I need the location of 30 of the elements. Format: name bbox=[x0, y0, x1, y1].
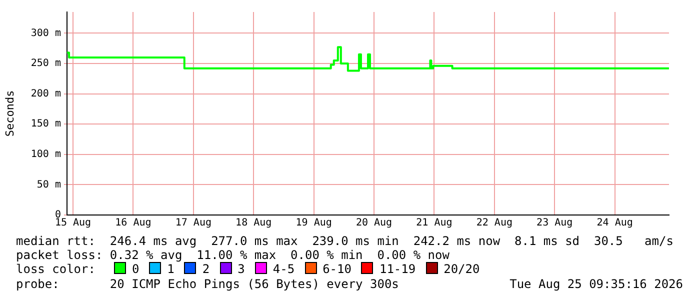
text: packet loss: 0.32 % avg 11.00 % max 0.00 % min 0.00 % now bbox=[16, 248, 450, 262]
x-tick-label: 21 Aug bbox=[416, 218, 452, 229]
x-tick-label: 20 Aug bbox=[356, 218, 392, 229]
text: Tue Aug 25 09:35:16 2026 bbox=[510, 277, 683, 291]
legend-label: 2 bbox=[202, 262, 210, 276]
legend-label: 20/20 bbox=[444, 262, 480, 276]
text: probe: 20 ICMP Echo Pings (56 Bytes) every 300s bbox=[16, 277, 399, 291]
legend-label: 3 bbox=[238, 262, 245, 276]
y-axis-title: Seconds bbox=[3, 90, 16, 137]
legend-title: loss color: bbox=[16, 262, 96, 276]
x-tick-label: 19 Aug bbox=[296, 218, 332, 229]
y-tick-label: 200 m bbox=[30, 88, 61, 100]
x-tick-label: 18 Aug bbox=[236, 218, 272, 229]
y-tick-label: 100 m bbox=[30, 148, 61, 160]
legend-label: 11-19 bbox=[379, 262, 416, 276]
x-tick-label: 22 Aug bbox=[476, 218, 512, 229]
y-tick-label: 300 m bbox=[30, 28, 61, 39]
legend-label: 6-10 bbox=[322, 262, 352, 276]
legend-label: 0 bbox=[132, 262, 140, 276]
text: median rtt: 246.4 ms avg 277.0 ms max 239.0 ms min 242.2 ms now 8.1 ms sd 30.5 am/s bbox=[16, 234, 674, 248]
x-tick-label: 17 Aug bbox=[175, 218, 212, 229]
x-tick-label: 23 Aug bbox=[536, 218, 573, 229]
x-tick-label: 24 Aug bbox=[596, 218, 633, 229]
x-tick-label: 15 Aug bbox=[54, 218, 92, 229]
legend-label: 4-5 bbox=[272, 262, 295, 276]
x-tick-label: 16 Aug bbox=[115, 218, 152, 229]
y-tick-label: 250 m bbox=[30, 58, 61, 70]
y-tick-label: 150 m bbox=[30, 118, 61, 130]
legend-label: 1 bbox=[167, 262, 174, 276]
y-tick-label: 50 m bbox=[36, 179, 61, 190]
